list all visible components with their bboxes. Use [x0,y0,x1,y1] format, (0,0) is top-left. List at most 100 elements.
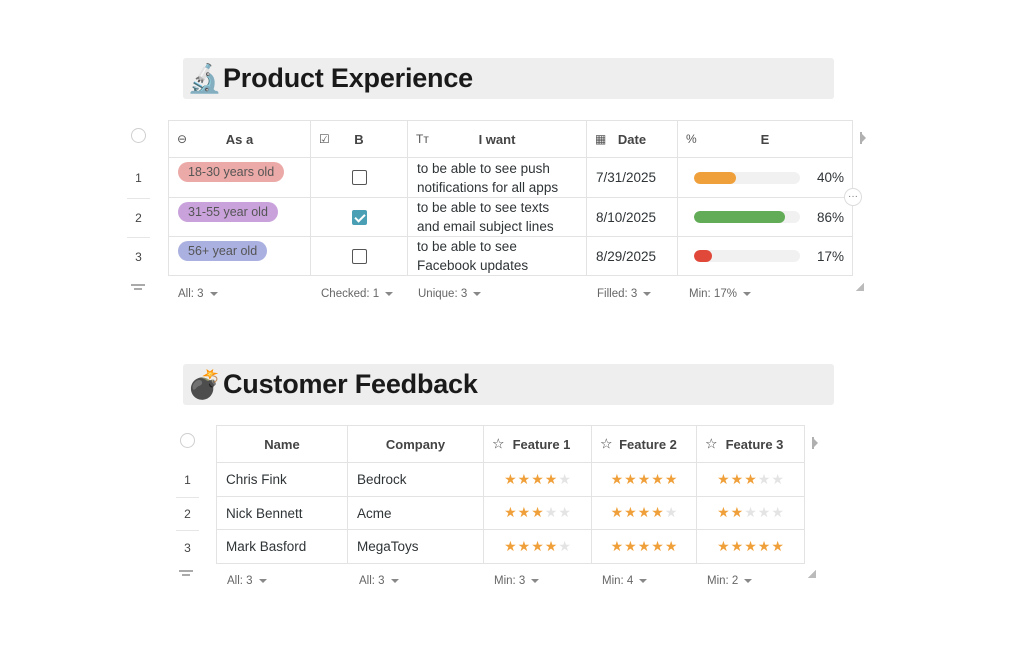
column-header-date[interactable]: ▦ Date [587,120,678,158]
add-column-handle[interactable] [812,437,818,449]
star-empty-icon: ★ [771,505,784,521]
progress-cell[interactable]: 17% [678,237,853,276]
star-empty-icon: ★ [744,505,757,521]
rating-cell-feature-1[interactable]: ★ ★ ★ ★ ★ [484,497,592,530]
company-cell[interactable]: Bedrock [348,463,484,497]
star-filled-icon: ★ [610,505,624,521]
rating-cell-feature-1[interactable]: ★ ★ ★ ★ ★ [484,530,592,564]
as-a-cell[interactable]: 56+ year old [168,237,311,276]
column-summary[interactable]: Unique: 3 [418,288,482,300]
rating-cell-feature-2[interactable]: ★ ★ ★ ★ ★ [592,530,697,564]
i-want-cell[interactable]: to be able to see texts and email subject… [408,198,587,237]
chevron-down-icon [531,579,540,583]
date-cell[interactable]: 8/29/2025 [587,237,678,276]
i-want-cell[interactable]: to be able to see push notifications for … [408,158,587,198]
checkbox[interactable] [351,170,367,185]
star-filled-icon: ★ [531,505,544,521]
star-filled-icon: ★ [504,538,517,555]
date-cell[interactable]: 8/10/2025 [587,198,678,237]
company-cell[interactable]: Acme [348,497,484,530]
summary-label: Min: 4 [602,575,634,587]
select-all-radio[interactable] [131,128,146,143]
rating-cell-feature-3[interactable]: ★ ★ ★ ★ ★ [697,463,805,497]
star-rating[interactable]: ★ ★ ★ ★ ★ [717,506,784,520]
rating-cell-feature-3[interactable]: ★ ★ ★ ★ ★ [697,497,805,530]
row-number-1[interactable]: 1 [176,463,199,497]
column-header-feature-2[interactable]: ☆ Feature 2 [592,425,697,463]
row-number-2[interactable]: 2 [176,497,199,530]
column-header-feature-3[interactable]: ☆ Feature 3 [697,425,805,463]
column-summary[interactable]: Min: 4 [602,575,648,587]
summary-label: Checked: 1 [321,288,380,300]
chevron-down-icon [639,579,648,583]
rating-cell-feature-2[interactable]: ★ ★ ★ ★ ★ [592,497,697,530]
star-filled-icon: ★ [717,538,730,555]
name-cell[interactable]: Mark Basford [216,530,348,564]
summary-label: Unique: 3 [418,288,468,300]
column-header-as-a[interactable]: ⊖ As a [168,120,311,158]
column-header-name[interactable]: Name [216,425,348,463]
star-empty-icon: ★ [558,505,571,521]
star-rating[interactable]: ★ ★ ★ ★ ★ [611,473,678,487]
column-header-i-want[interactable]: Tт I want [408,120,587,158]
row-number-2[interactable]: 2 [127,198,150,237]
column-header-e[interactable]: % E [678,120,853,158]
checkbox-checked[interactable] [351,209,367,225]
as-a-cell[interactable]: 18-30 years old [168,158,311,198]
column-summary[interactable]: Checked: 1 [321,288,394,300]
column-summary[interactable]: All: 3 [227,575,267,587]
column-header-label: E [760,131,770,147]
star-rating[interactable]: ★ ★ ★ ★ ★ [504,473,571,487]
filter-icon[interactable] [131,284,145,292]
i-want-cell[interactable]: to be able to see Facebook updates [408,237,587,276]
more-options-icon[interactable]: ··· [844,188,862,206]
star-filled-icon: ★ [517,505,531,521]
summary-label: All: 3 [359,575,385,587]
column-summary[interactable]: Min: 3 [494,575,540,587]
company-cell[interactable]: MegaToys [348,530,484,564]
rating-cell-feature-3[interactable]: ★ ★ ★ ★ ★ [697,530,805,564]
add-column-handle[interactable] [860,132,866,144]
resize-handle-icon[interactable] [808,570,816,578]
progress-cell[interactable]: 86% [678,198,853,237]
resize-handle-icon[interactable] [856,283,864,291]
name-cell[interactable]: Chris Fink [216,463,348,497]
column-summary[interactable]: Min: 2 [707,575,753,587]
checkbox[interactable] [351,248,367,264]
star-rating[interactable]: ★ ★ ★ ★ ★ [611,540,678,554]
select-all-radio[interactable] [180,433,195,448]
star-filled-icon: ★ [730,538,744,555]
filter-icon[interactable] [179,570,193,578]
star-rating[interactable]: ★ ★ ★ ★ ★ [611,506,678,520]
page-title[interactable]: Customer Feedback [223,369,478,399]
name-cell[interactable]: Nick Bennett [216,497,348,530]
row-number-3[interactable]: 3 [127,237,150,276]
star-filled-icon: ★ [651,471,664,488]
page-title[interactable]: Product Experience [223,63,473,93]
date-cell[interactable]: 7/31/2025 [587,158,678,198]
rating-cell-feature-1[interactable]: ★ ★ ★ ★ ★ [484,463,592,497]
column-header-label: B [354,131,364,147]
star-empty-icon: ★ [757,505,771,521]
i-want-line: to be able to see push [417,160,550,176]
row-number-3[interactable]: 3 [176,530,199,564]
column-summary[interactable]: All: 3 [359,575,399,587]
progress-bar [694,211,800,223]
star-rating[interactable]: ★ ★ ★ ★ ★ [504,506,571,520]
column-header-feature-1[interactable]: ☆ Feature 1 [484,425,592,463]
star-rating[interactable]: ★ ★ ★ ★ ★ [717,540,784,554]
column-header-company[interactable]: Company [348,425,484,463]
as-a-cell[interactable]: 31-55 year old [168,198,311,237]
column-summary[interactable]: Filled: 3 [597,288,652,300]
star-rating[interactable]: ★ ★ ★ ★ ★ [717,473,784,487]
progress-cell[interactable]: 40% [678,158,853,198]
row-number-1[interactable]: 1 [127,158,150,198]
section-title-product-experience: 🔬 Product Experience [183,58,834,99]
column-header-b[interactable]: ☑ B [311,120,408,158]
column-summary[interactable]: Min: 17% [689,288,751,300]
star-empty-icon: ★ [558,471,571,488]
star-empty-icon: ★ [558,538,571,555]
star-rating[interactable]: ★ ★ ★ ★ ★ [504,540,571,554]
rating-cell-feature-2[interactable]: ★ ★ ★ ★ ★ [592,463,697,497]
column-summary[interactable]: All: 3 [178,288,218,300]
